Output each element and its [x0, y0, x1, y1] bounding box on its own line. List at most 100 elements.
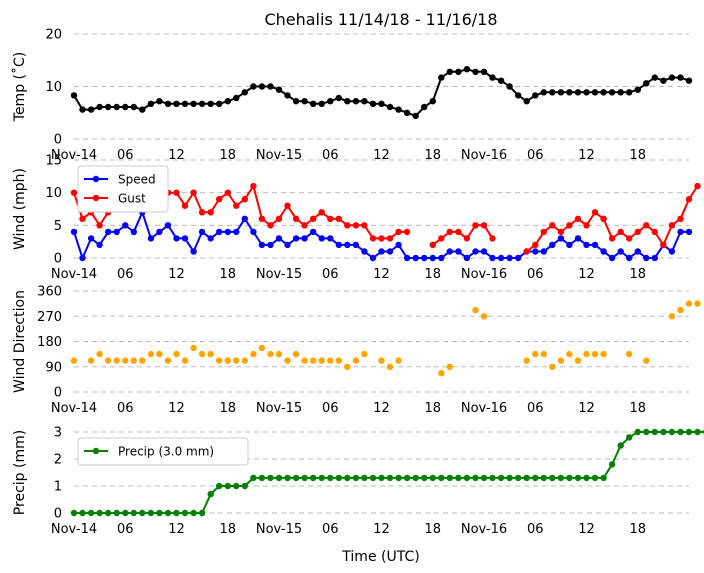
data-point-temp: [497, 77, 505, 84]
data-point-temp: [472, 68, 479, 76]
data-point-direction: [557, 357, 565, 364]
data-point-precip: [677, 428, 684, 436]
x-tick-label: 06: [527, 522, 544, 537]
data-point-direction: [267, 350, 274, 358]
data-point-gust: [327, 215, 334, 222]
legend-box: [77, 437, 249, 466]
data-point-gust: [369, 235, 377, 242]
data-point-gust: [207, 209, 214, 216]
data-point-direction: [327, 357, 334, 364]
data-point-temp: [549, 89, 556, 96]
data-point-precip: [694, 428, 701, 436]
data-point-precip: [685, 428, 693, 436]
data-point-temp: [685, 77, 693, 84]
data-point-temp: [361, 98, 368, 105]
data-point-temp: [258, 83, 266, 90]
x-tick-label: 06: [322, 401, 339, 416]
y-tick-label: 0: [54, 133, 62, 148]
data-point-speed: [275, 235, 283, 242]
data-point-direction: [173, 350, 180, 358]
x-tick-label: 06: [322, 148, 339, 163]
data-point-gust: [275, 215, 283, 222]
legend-label-gust: Gust: [118, 192, 146, 206]
x-tick-label: 18: [219, 522, 236, 537]
data-point-direction: [190, 344, 197, 352]
data-point-gust: [694, 182, 701, 190]
data-point-speed: [540, 248, 547, 255]
data-point-gust: [583, 222, 590, 229]
data-point-direction: [446, 363, 453, 370]
data-point-speed: [626, 254, 633, 262]
data-point-gust: [643, 222, 650, 229]
x-tick-label: 12: [578, 522, 595, 537]
data-point-speed: [173, 235, 180, 242]
data-point-gust: [96, 222, 103, 229]
data-point-direction: [480, 313, 488, 320]
data-point-direction: [181, 357, 189, 364]
series-temp: [70, 66, 693, 120]
data-point-temp: [250, 83, 257, 90]
data-point-temp: [403, 109, 411, 117]
data-point-precip: [583, 474, 590, 482]
y-axis-label: Temp (˚C): [11, 52, 28, 122]
x-tick-label: 12: [168, 401, 185, 416]
data-point-temp: [292, 98, 300, 105]
x-tick-label: 18: [629, 401, 646, 416]
data-point-speed: [318, 235, 325, 242]
x-tick-label: Nov-14: [51, 267, 97, 282]
data-point-precip: [301, 474, 308, 482]
x-tick-label: 06: [117, 401, 134, 416]
data-point-temp: [660, 77, 667, 84]
data-point-temp: [626, 89, 633, 96]
data-point-temp: [284, 92, 291, 99]
data-point-speed: [241, 215, 248, 222]
data-point-precip: [497, 474, 505, 482]
data-point-gust: [335, 215, 342, 222]
data-point-speed: [344, 241, 351, 249]
data-point-temp: [181, 100, 189, 108]
data-point-direction: [532, 350, 539, 358]
data-point-gust: [480, 222, 488, 229]
data-point-gust: [549, 222, 556, 229]
data-point-direction: [233, 357, 240, 364]
data-point-speed: [292, 235, 300, 242]
x-tick-label: 18: [219, 267, 236, 282]
data-point-gust: [70, 189, 78, 196]
data-point-precip: [181, 509, 189, 517]
data-point-temp: [327, 98, 334, 105]
data-point-temp: [515, 92, 522, 99]
data-point-temp: [352, 98, 360, 105]
data-point-precip: [395, 474, 402, 482]
x-tick-label: 18: [424, 522, 441, 537]
data-point-gust: [241, 196, 248, 203]
x-tick-label: 06: [117, 148, 134, 163]
data-point-temp: [583, 89, 590, 96]
x-tick-label: 12: [373, 148, 390, 163]
data-point-temp: [335, 94, 342, 102]
data-point-precip: [421, 474, 428, 482]
data-point-temp: [233, 94, 240, 102]
data-point-direction: [549, 363, 556, 370]
data-point-precip: [549, 474, 556, 482]
data-point-direction: [685, 300, 693, 307]
data-point-gust: [608, 235, 616, 242]
x-tick-label: 18: [629, 148, 646, 163]
data-point-gust: [532, 241, 539, 249]
data-point-temp: [173, 100, 180, 108]
data-point-direction: [523, 357, 530, 364]
data-point-gust: [591, 209, 599, 216]
data-point-temp: [677, 74, 684, 81]
data-point-speed: [421, 254, 428, 262]
data-point-direction: [472, 306, 479, 314]
legend-marker-speed: [92, 175, 100, 183]
data-point-gust: [446, 228, 453, 236]
data-point-temp: [455, 68, 462, 76]
data-point-speed: [233, 228, 240, 236]
data-point-precip: [591, 474, 599, 482]
data-point-precip: [412, 474, 419, 482]
data-point-precip: [122, 509, 129, 517]
x-tick-label: 12: [578, 267, 595, 282]
x-tick-label: Nov-16: [461, 401, 507, 416]
data-point-temp: [318, 100, 325, 108]
data-point-temp: [241, 89, 248, 96]
